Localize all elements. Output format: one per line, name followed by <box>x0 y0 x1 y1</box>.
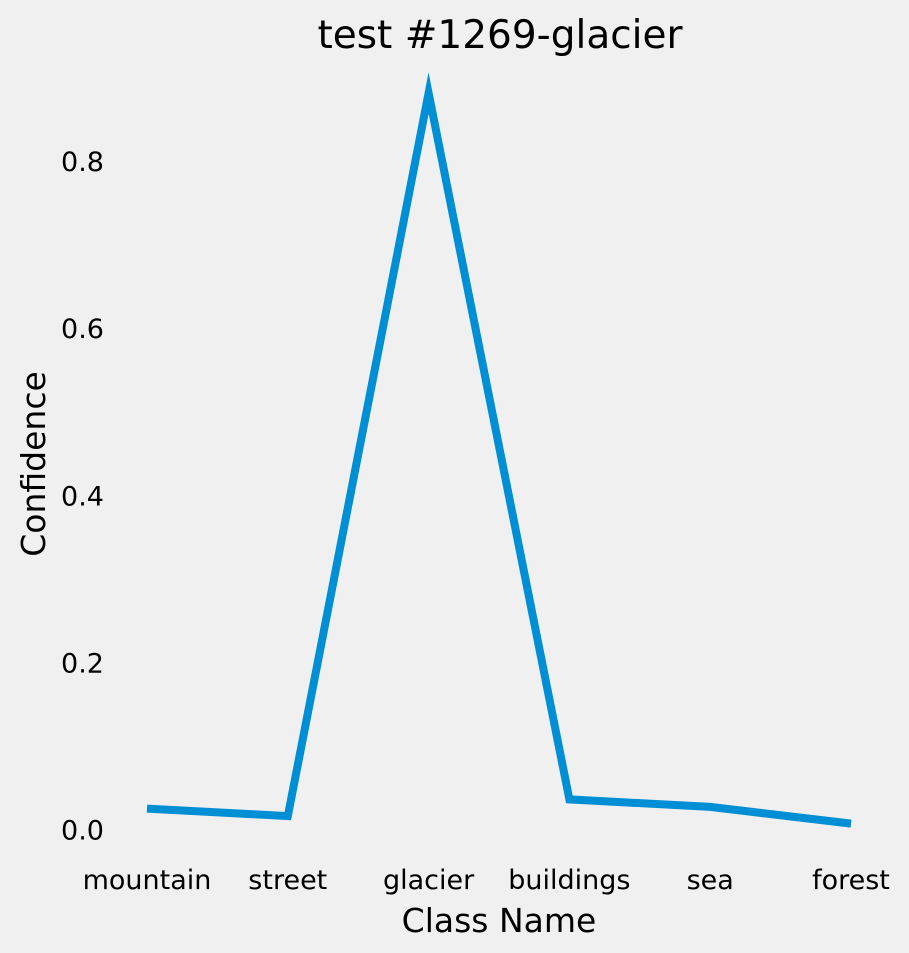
series-line <box>146 72 852 828</box>
x-tick-label: buildings <box>508 865 630 896</box>
x-tick-label: mountain <box>83 865 212 896</box>
y-tick-label: 0.4 <box>61 481 104 512</box>
series-group <box>146 72 852 828</box>
y-axis-label: Confidence <box>14 371 53 557</box>
x-tick-label: glacier <box>383 865 475 896</box>
x-tick-label: sea <box>687 865 734 896</box>
y-tick-label: 0.6 <box>61 314 104 345</box>
chart-title: test #1269-glacier <box>317 13 683 58</box>
x-tick-label: street <box>248 865 327 896</box>
y-tick-label: 0.2 <box>61 648 104 679</box>
x-tick-labels: mountain street glacier buildings sea forest <box>83 865 890 896</box>
x-axis-label: Class Name <box>402 901 597 940</box>
x-tick-label: forest <box>812 865 890 896</box>
y-tick-labels: 0.0 0.2 0.4 0.6 0.8 <box>61 147 104 847</box>
y-tick-label: 0.0 <box>61 816 104 847</box>
y-tick-label: 0.8 <box>61 147 104 178</box>
